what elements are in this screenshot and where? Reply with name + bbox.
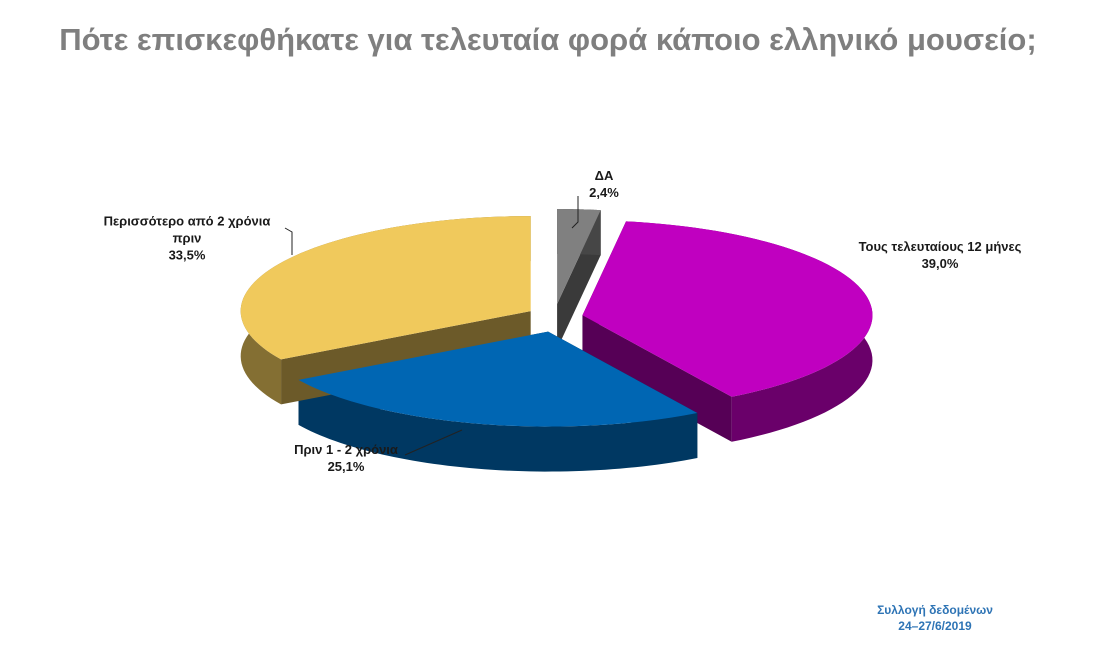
- slice-label: ΔΑ 2,4%: [564, 167, 644, 201]
- slice-side: [298, 379, 698, 472]
- slice: [240, 216, 531, 360]
- slice-label: Τους τελευταίους 12 μήνες 39,0%: [850, 238, 1030, 272]
- leader-line: [284, 227, 293, 255]
- slice-side: [582, 315, 732, 442]
- footnote-line: 24–27/6/2019: [898, 619, 972, 633]
- category-label: Πριν 1 - 2 χρόνια: [294, 442, 398, 457]
- footnote: Συλλογή δεδομένων 24–27/6/2019: [860, 602, 1010, 634]
- category-label: Περισσότερο από 2 χρόνια πριν: [103, 213, 271, 246]
- slice: [298, 331, 698, 427]
- category-label: Τους τελευταίους 12 μήνες: [858, 239, 1022, 254]
- value-label: 2,4%: [589, 185, 619, 200]
- slice: [582, 221, 873, 397]
- slice-label: Περισσότερο από 2 χρόνια πριν 33,5%: [97, 213, 277, 264]
- slice-label: Πριν 1 - 2 χρόνια 25,1%: [266, 441, 426, 475]
- leader-line: [404, 429, 463, 456]
- value-label: 25,1%: [327, 459, 365, 474]
- leader-line: [571, 196, 579, 229]
- slice: [557, 209, 601, 305]
- category-label: ΔΑ: [594, 168, 614, 183]
- value-label: 39,0%: [921, 256, 959, 271]
- chart-title: Πότε επισκεφθήκατε για τελευταία φορά κά…: [59, 22, 1037, 57]
- value-label: 33,5%: [168, 247, 206, 263]
- footnote-line: Συλλογή δεδομένων: [877, 603, 993, 617]
